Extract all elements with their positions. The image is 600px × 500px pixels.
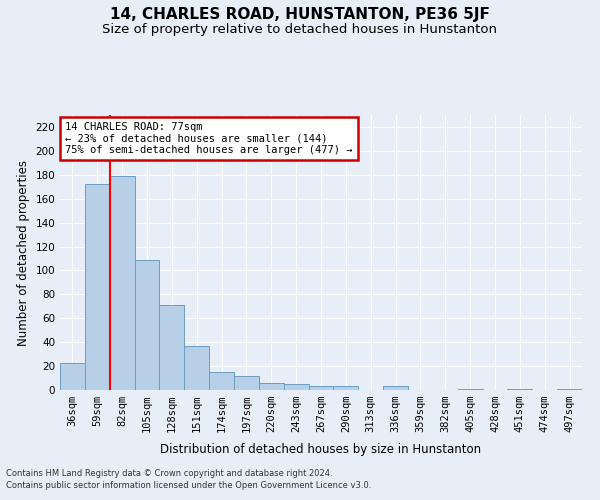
Text: Contains HM Land Registry data © Crown copyright and database right 2024.: Contains HM Land Registry data © Crown c… — [6, 468, 332, 477]
Bar — [259, 383, 284, 390]
Bar — [60, 362, 85, 390]
Text: Contains public sector information licensed under the Open Government Licence v3: Contains public sector information licen… — [6, 481, 371, 490]
Bar — [85, 184, 110, 390]
Bar — [383, 386, 408, 390]
Bar — [284, 384, 308, 390]
Y-axis label: Number of detached properties: Number of detached properties — [17, 160, 30, 346]
Bar — [557, 389, 582, 390]
Text: 14, CHARLES ROAD, HUNSTANTON, PE36 5JF: 14, CHARLES ROAD, HUNSTANTON, PE36 5JF — [110, 8, 490, 22]
Bar — [458, 389, 482, 390]
Bar — [308, 386, 334, 390]
Bar — [508, 389, 532, 390]
Bar — [184, 346, 209, 390]
Text: Size of property relative to detached houses in Hunstanton: Size of property relative to detached ho… — [103, 22, 497, 36]
Bar — [110, 176, 134, 390]
Text: 14 CHARLES ROAD: 77sqm
← 23% of detached houses are smaller (144)
75% of semi-de: 14 CHARLES ROAD: 77sqm ← 23% of detached… — [65, 122, 353, 155]
Bar — [160, 305, 184, 390]
Text: Distribution of detached houses by size in Hunstanton: Distribution of detached houses by size … — [160, 442, 482, 456]
Bar — [209, 372, 234, 390]
Bar — [134, 260, 160, 390]
Bar — [234, 376, 259, 390]
Bar — [334, 386, 358, 390]
